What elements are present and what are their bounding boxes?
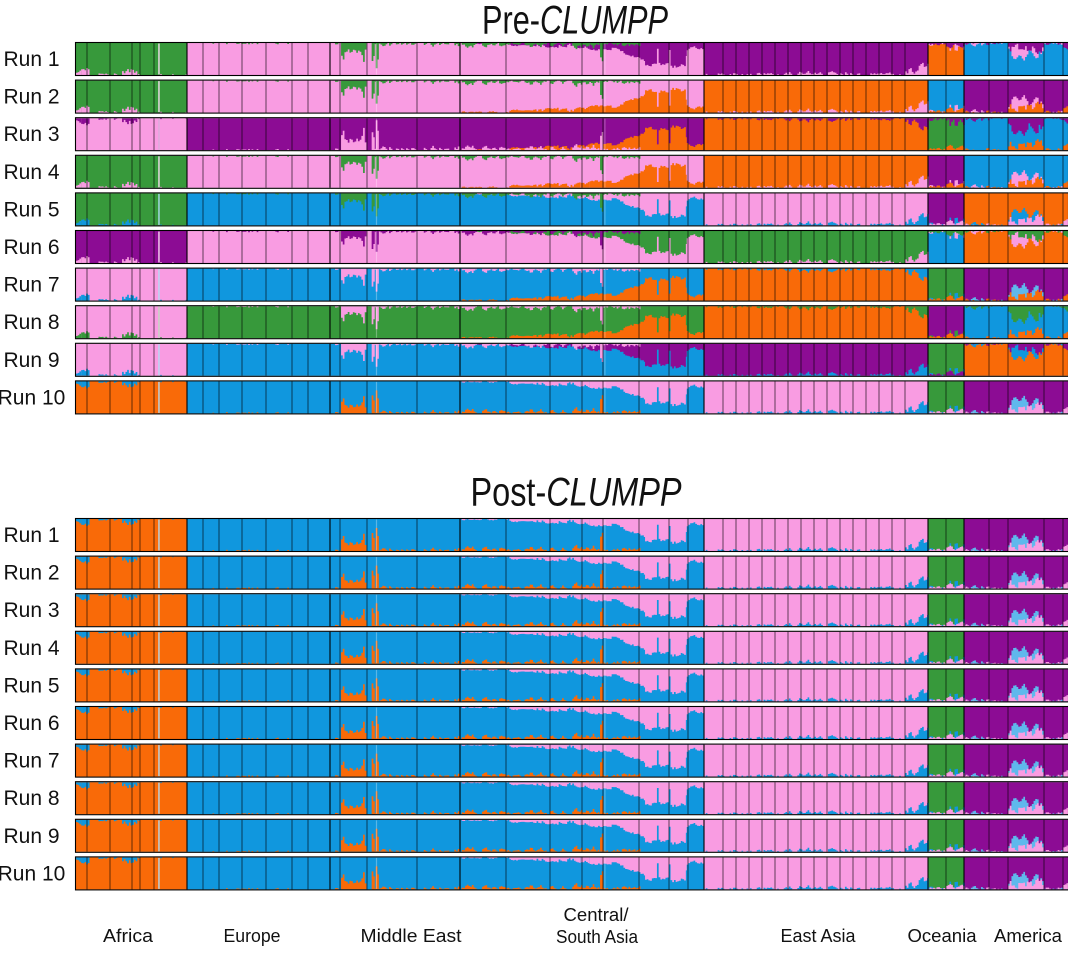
svg-text:South Asia: South Asia xyxy=(556,927,639,947)
svg-text:Run 6: Run 6 xyxy=(3,712,59,735)
svg-text:Middle East: Middle East xyxy=(361,926,462,946)
svg-text:Run 9: Run 9 xyxy=(3,349,59,372)
svg-text:Europe: Europe xyxy=(224,926,281,946)
svg-text:Run 10: Run 10 xyxy=(0,862,65,885)
svg-text:Run 2: Run 2 xyxy=(3,562,59,585)
svg-text:America: America xyxy=(994,926,1063,946)
svg-text:Run 10: Run 10 xyxy=(0,386,65,409)
svg-text:Run 3: Run 3 xyxy=(3,599,59,622)
svg-text:Run 5: Run 5 xyxy=(3,674,59,697)
svg-text:Run 6: Run 6 xyxy=(3,236,59,259)
svg-text:Run 8: Run 8 xyxy=(3,787,59,810)
svg-text:Central/: Central/ xyxy=(564,905,629,925)
svg-text:Run 3: Run 3 xyxy=(3,123,59,146)
svg-text:East Asia: East Asia xyxy=(781,926,857,946)
svg-text:Oceania: Oceania xyxy=(908,926,978,946)
svg-text:Run 7: Run 7 xyxy=(3,750,59,773)
svg-text:Run 4: Run 4 xyxy=(3,161,59,184)
svg-text:Pre-CLUMPP: Pre-CLUMPP xyxy=(482,0,668,43)
svg-text:Run 5: Run 5 xyxy=(3,198,59,221)
svg-text:Run 9: Run 9 xyxy=(3,825,59,848)
svg-text:Run 7: Run 7 xyxy=(3,274,59,297)
svg-text:Run 1: Run 1 xyxy=(3,524,59,547)
svg-text:Run 4: Run 4 xyxy=(3,637,59,660)
svg-text:Run 2: Run 2 xyxy=(3,86,59,109)
svg-text:Run 8: Run 8 xyxy=(3,311,59,334)
svg-text:Run 1: Run 1 xyxy=(3,48,59,71)
svg-text:Africa: Africa xyxy=(103,926,154,946)
svg-text:Post-CLUMPP: Post-CLUMPP xyxy=(471,471,682,515)
